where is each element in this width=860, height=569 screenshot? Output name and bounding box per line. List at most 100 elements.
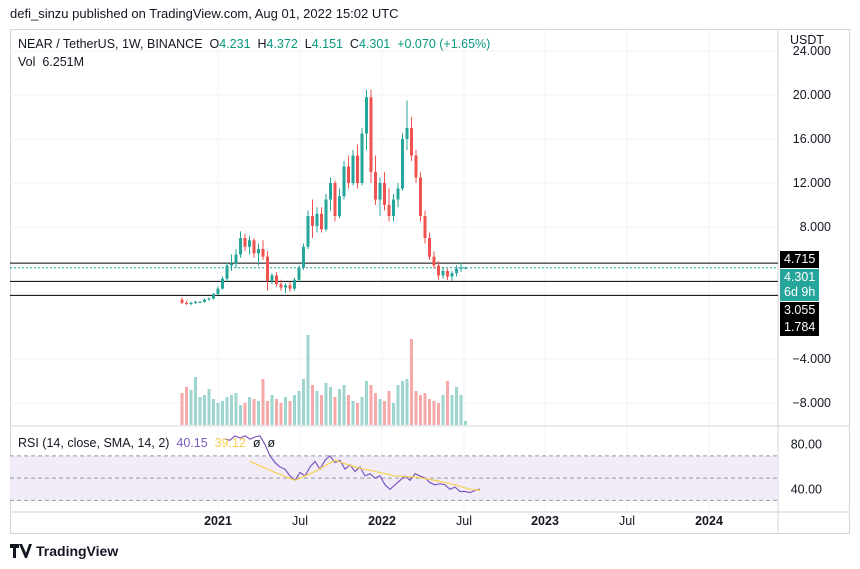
candle-body: [252, 240, 256, 254]
volume-bar: [207, 389, 211, 425]
volume-bar: [288, 401, 292, 425]
volume-bar: [320, 395, 323, 425]
candle-body: [423, 216, 427, 238]
volume-legend[interactable]: Vol 6.251M: [18, 55, 84, 69]
candle-body: [302, 246, 305, 268]
candle-body: [293, 279, 296, 289]
volume-bar: [450, 395, 454, 425]
time-tick-label: 2023: [531, 514, 559, 528]
volume-bar: [401, 381, 404, 425]
time-tick-label: Jul: [292, 514, 308, 528]
time-tick-label: 2024: [695, 514, 723, 528]
candle-body: [261, 249, 265, 257]
volume-bar: [464, 421, 467, 425]
candle-body: [288, 285, 292, 289]
candle-body: [464, 267, 467, 269]
candle-body: [338, 196, 341, 216]
volume-bar: [360, 397, 364, 425]
candle-body: [356, 155, 359, 183]
volume-bar: [311, 385, 314, 425]
volume-bar: [356, 403, 359, 425]
open-value: 4.231: [219, 37, 251, 51]
volume-bar: [374, 393, 377, 425]
rsi-sma-line: [249, 459, 481, 491]
candle-body: [396, 188, 400, 200]
tradingview-footer[interactable]: TradingView: [10, 543, 118, 559]
volume-bar: [414, 391, 418, 425]
time-tick-label: Jul: [456, 514, 472, 528]
candle-body: [387, 205, 391, 216]
price-tick-label: −4.000: [792, 352, 831, 366]
volume-bar: [342, 385, 346, 425]
candle-body: [212, 294, 215, 299]
volume-bar: [212, 399, 215, 425]
volume-bar: [437, 403, 440, 425]
candle-body: [216, 288, 220, 295]
time-tick-label: 2022: [368, 514, 396, 528]
candle-body: [306, 216, 310, 247]
candle-body: [455, 268, 458, 274]
candle-body: [459, 267, 463, 269]
candle-body: [234, 254, 238, 264]
rsi-line: [224, 435, 481, 494]
volume-bar: [293, 395, 296, 425]
candle-body: [419, 177, 422, 216]
candle-body: [365, 97, 368, 134]
volume-bar: [194, 377, 197, 425]
volume-bar: [315, 391, 319, 425]
volume-label: Vol: [18, 55, 36, 69]
candle-body: [378, 183, 382, 200]
volume-bar: [279, 403, 283, 425]
symbol-name: NEAR / TetherUS, 1W, BINANCE: [18, 37, 203, 51]
volume-bar: [441, 395, 445, 425]
open-label: O: [209, 37, 220, 51]
currency-label[interactable]: USDT: [790, 33, 825, 47]
price-tick-label: 16.000: [793, 132, 831, 146]
volume-bar: [455, 387, 458, 425]
volume-bar: [221, 401, 224, 425]
candle-body: [248, 240, 251, 247]
candle-body: [369, 97, 373, 172]
volume-bar: [198, 397, 202, 425]
candle-body: [311, 216, 314, 226]
volume-bar: [369, 385, 373, 425]
published-line: defi_sinzu published on TradingView.com,…: [10, 6, 399, 21]
rsi-tick-label: 80.00: [791, 438, 822, 452]
volume-bar: [275, 399, 278, 425]
volume-bar: [423, 393, 427, 425]
candle-body: [374, 172, 377, 200]
candle-body: [347, 166, 350, 183]
candle-body: [441, 271, 445, 276]
symbol-legend[interactable]: NEAR / TetherUS, 1W, BINANCE O4.231 H4.3…: [18, 37, 490, 51]
volume-bar: [396, 385, 400, 425]
price-label-mid: 3.055: [780, 302, 820, 319]
price-tick-label: −8.000: [792, 396, 831, 410]
price-tick-label: 24.000: [793, 44, 831, 58]
candle-body: [432, 256, 436, 266]
candle-body: [437, 265, 440, 276]
volume-bar: [203, 395, 206, 425]
candle-body: [410, 128, 413, 156]
volume-bar: [243, 403, 247, 425]
volume-bar: [428, 399, 431, 425]
rsi-label: RSI (14, close, SMA, 14, 2): [18, 436, 170, 450]
volume-bar: [410, 339, 413, 425]
price-label-bottom: 1.784: [780, 319, 820, 336]
volume-bar: [387, 391, 391, 425]
candle-body: [333, 183, 337, 216]
high-value: 4.372: [266, 37, 298, 51]
price-label-current: 4.301: [780, 269, 820, 286]
candle-body: [351, 155, 355, 183]
volume-bar: [297, 391, 301, 425]
candle-body: [275, 275, 278, 285]
tradingview-brand: TradingView: [36, 543, 119, 559]
rsi-legend[interactable]: RSI (14, close, SMA, 14, 2) 40.15 39.12 …: [18, 436, 275, 450]
candle-body: [284, 285, 287, 288]
candle-body: [243, 238, 247, 247]
volume-bar: [365, 381, 368, 425]
volume-bar: [252, 399, 256, 425]
volume-bar: [459, 395, 463, 425]
candle-body: [450, 273, 454, 277]
candle-body: [320, 213, 323, 230]
